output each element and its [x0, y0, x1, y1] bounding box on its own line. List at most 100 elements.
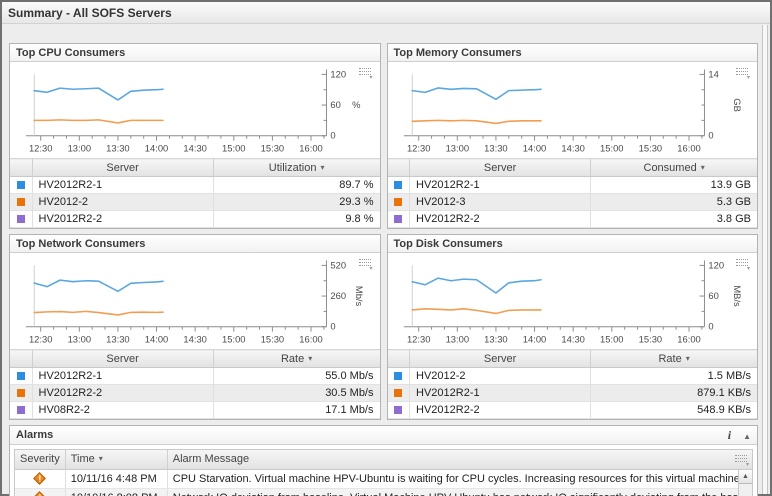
- alarms-panel: Alarms i ▲ Severity Time ▾ Alarm Message !…: [9, 425, 758, 496]
- server-name: HV2012R2-2: [32, 384, 214, 402]
- svg-text:13:30: 13:30: [484, 143, 507, 154]
- column-header-server[interactable]: Server: [409, 158, 591, 177]
- panel-top-network-consumers: Top Network Consumers 12:30 13:00 13:30 14:…: [9, 234, 381, 420]
- table-row[interactable]: HV08R2-2 17.1 Mb/s: [10, 401, 380, 419]
- svg-text:12:30: 12:30: [29, 334, 52, 345]
- svg-text:16:00: 16:00: [677, 334, 700, 345]
- server-name: HV2012-3: [409, 193, 591, 211]
- panel-title: Top Network Consumers: [10, 235, 380, 253]
- disk-chart[interactable]: 12:30 13:00 13:30 14:00 14:30 15:00 15:30 16:00…: [388, 253, 758, 349]
- svg-text:0: 0: [708, 130, 713, 141]
- table-row[interactable]: HV2012R2-2 9.8 %: [10, 210, 380, 228]
- svg-text:14:00: 14:00: [145, 334, 168, 345]
- warning-severity-icon[interactable]: !: [33, 471, 47, 486]
- scroll-up-button[interactable]: ▲: [739, 470, 752, 484]
- server-name: HV2012R2-2: [409, 210, 591, 228]
- page-title: Summary - All SOFS Servers: [2, 2, 770, 24]
- chart-options-icon[interactable]: ▾: [358, 66, 373, 81]
- svg-text:%: %: [352, 99, 360, 110]
- memory-chart[interactable]: 12:30 13:00 13:30 14:00 14:30 15:00 15:30 16:00…: [388, 62, 758, 158]
- server-name: HV2012R2-1: [32, 367, 214, 385]
- table-row[interactable]: HV2012R2-1 55.0 Mb/s: [10, 367, 380, 385]
- page-scrollbar-track[interactable]: [762, 25, 768, 494]
- svg-text:15:00: 15:00: [222, 334, 245, 345]
- column-header-server[interactable]: Server: [32, 349, 214, 368]
- svg-text:16:00: 16:00: [299, 143, 322, 154]
- table-row[interactable]: HV2012R2-2 30.5 Mb/s: [10, 384, 380, 402]
- alarms-scrollbar[interactable]: ▲: [738, 470, 752, 496]
- series-color-swatch: [16, 198, 25, 207]
- svg-text:14: 14: [708, 68, 718, 79]
- server-name: HV2012R2-2: [409, 401, 591, 419]
- svg-text:16:00: 16:00: [299, 334, 322, 345]
- column-header-rate[interactable]: Rate ▾: [212, 349, 380, 368]
- column-header-time[interactable]: Time ▾: [65, 450, 168, 470]
- server-name: HV08R2-2: [32, 401, 214, 419]
- svg-text:12:30: 12:30: [406, 143, 429, 154]
- table-row[interactable]: HV2012R2-1 89.7 %: [10, 176, 380, 194]
- alarm-row[interactable]: ! 10/10/16 8:08 PM Network IO deviation …: [15, 488, 752, 496]
- svg-text:0: 0: [330, 321, 335, 332]
- memory-table: Server Consumed ▾ HV2012R2-1 13.9 GB HV20…: [387, 158, 757, 228]
- svg-text:15:30: 15:30: [638, 143, 661, 154]
- panel-top-disk-consumers: Top Disk Consumers 12:30 13:00 13:30 14:00 1…: [386, 234, 758, 420]
- server-name: HV2012R2-2: [32, 210, 214, 228]
- svg-text:Mb/s: Mb/s: [354, 286, 365, 307]
- svg-text:13:30: 13:30: [106, 143, 129, 154]
- metric-value: 1.5 MB/s: [590, 367, 757, 385]
- svg-text:14:30: 14:30: [183, 143, 206, 154]
- column-header-consumed[interactable]: Consumed ▾: [590, 158, 757, 177]
- table-row[interactable]: HV2012R2-2 3.8 GB: [387, 210, 757, 228]
- table-row[interactable]: HV2012R2-1 879.1 KB/s: [387, 384, 757, 402]
- collapse-icon[interactable]: ▲: [743, 432, 751, 441]
- series-color-swatch: [16, 389, 25, 398]
- info-icon[interactable]: i: [727, 428, 732, 442]
- metric-value: 89.7 %: [212, 176, 380, 194]
- column-header-server[interactable]: Server: [32, 158, 214, 177]
- svg-text:14:30: 14:30: [561, 143, 584, 154]
- metric-value: 9.8 %: [212, 210, 380, 228]
- sort-desc-icon: ▾: [685, 353, 690, 363]
- column-header-server[interactable]: Server: [409, 349, 591, 368]
- chart-options-icon[interactable]: ▾: [736, 257, 750, 272]
- swatch-column-header: [10, 158, 33, 177]
- table-row[interactable]: HV2012R2-2 548.9 KB/s: [387, 401, 757, 419]
- column-header-rate[interactable]: Rate ▾: [590, 349, 757, 368]
- warning-severity-icon[interactable]: !: [33, 490, 47, 496]
- svg-text:60: 60: [708, 290, 718, 301]
- swatch-column-header: [387, 158, 410, 177]
- column-header-utilization[interactable]: Utilization ▾: [212, 158, 380, 177]
- metric-value: 5.3 GB: [590, 193, 757, 211]
- table-options-icon[interactable]: ▾: [735, 453, 749, 468]
- chart-options-icon[interactable]: ▾: [736, 66, 750, 81]
- series-color-swatch: [394, 389, 403, 398]
- alarm-row[interactable]: ! 10/11/16 4:48 PM CPU Starvation. Virtu…: [15, 469, 752, 489]
- table-row[interactable]: HV2012-3 5.3 GB: [387, 193, 757, 211]
- table-row[interactable]: HV2012R2-1 13.9 GB: [387, 176, 757, 194]
- alarms-title: Alarms: [16, 429, 54, 441]
- metric-value: 13.9 GB: [590, 176, 757, 194]
- table-row[interactable]: HV2012-2 29.3 %: [10, 193, 380, 211]
- svg-text:13:00: 13:00: [68, 143, 91, 154]
- column-header-alarm-message[interactable]: Alarm Message: [167, 450, 752, 470]
- svg-text:MB/s: MB/s: [732, 285, 743, 307]
- cpu-chart[interactable]: 12:30 13:00 13:30 14:00 14:30 15:00 15:30 16:00…: [10, 62, 380, 158]
- svg-text:13:30: 13:30: [106, 334, 129, 345]
- cpu-table: Server Utilization ▾ HV2012R2-1 89.7 % HV…: [10, 158, 380, 228]
- alarms-table: Severity Time ▾ Alarm Message ! 10/11/16 …: [15, 450, 752, 496]
- panel-title: Top CPU Consumers: [10, 44, 380, 62]
- server-name: HV2012-2: [409, 367, 591, 385]
- chart-options-icon[interactable]: ▾: [358, 257, 373, 272]
- svg-text:0: 0: [330, 130, 335, 141]
- table-row[interactable]: HV2012-2 1.5 MB/s: [387, 367, 757, 385]
- metric-value: 30.5 Mb/s: [212, 384, 380, 402]
- series-color-swatch: [16, 215, 25, 224]
- column-header-severity[interactable]: Severity: [15, 450, 66, 470]
- series-color-swatch: [394, 198, 403, 207]
- svg-text:GB: GB: [732, 98, 743, 112]
- svg-text:13:00: 13:00: [68, 334, 91, 345]
- network-chart[interactable]: 12:30 13:00 13:30 14:00 14:30 15:00 15:30 16:00…: [10, 253, 380, 349]
- metric-value: 29.3 %: [212, 193, 380, 211]
- svg-text:14:00: 14:00: [522, 334, 545, 345]
- panel-top-memory-consumers: Top Memory Consumers 12:30 13:00 13:30 14:0…: [386, 43, 758, 229]
